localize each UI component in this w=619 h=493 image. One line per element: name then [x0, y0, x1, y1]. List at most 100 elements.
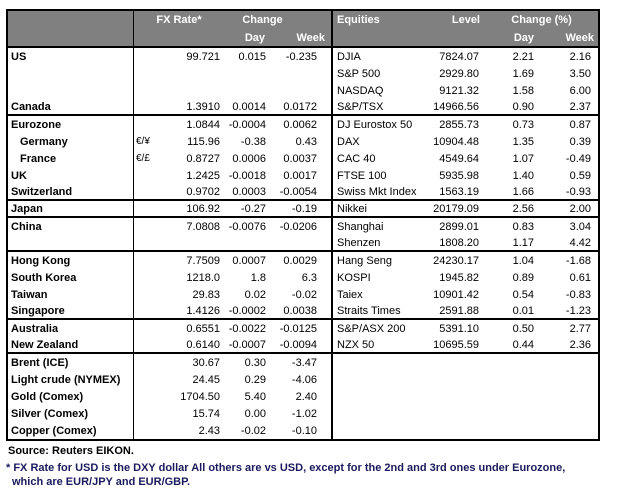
fx-week-change-cell: -0.235 — [285, 50, 317, 63]
fx-day-change-cell: -0.38 — [240, 135, 266, 148]
equity-week-change-cell: 4.42 — [569, 236, 591, 249]
currency-pair-cell — [134, 252, 162, 269]
equity-level-cell: 10695.59 — [433, 338, 479, 351]
fx-rate-cell: 7.0808 — [186, 220, 220, 233]
fx-rate-cell: 106.92 — [186, 202, 220, 215]
equity-level-cell: 10901.42 — [433, 288, 479, 301]
currency-pair-cell — [134, 320, 162, 337]
table-row: Canada 1.3910 0.0014 0.0172 S&P/TSX 1496… — [8, 99, 598, 116]
currency-pair-cell — [134, 201, 162, 216]
fx-rate-header-spacer — [134, 29, 224, 46]
equity-level-cell: 5935.98 — [439, 169, 479, 182]
fx-week-change-cell: 2.40 — [295, 390, 317, 403]
fx-week-change-cell — [270, 82, 331, 99]
fx-week-change-cell: 6.3 — [301, 271, 317, 284]
fx-week-change-cell: 0.0172 — [283, 100, 317, 113]
country-header-spacer — [8, 29, 134, 46]
currency-pair-cell — [134, 371, 162, 388]
equity-index-cell — [331, 422, 427, 439]
fx-rate-cell: 30.67 — [192, 356, 220, 369]
fx-rate-cell — [162, 82, 224, 99]
equity-week-change-cell — [537, 354, 598, 371]
country-cell: Taiwan — [8, 286, 134, 303]
equity-index-cell: S&P/TSX — [331, 99, 427, 114]
fx-day-change-cell: 0.30 — [244, 356, 266, 369]
fx-day-change-cell: 0.02 — [244, 288, 266, 301]
equity-day-change-cell: 1.66 — [512, 185, 534, 198]
equity-level-cell — [427, 371, 485, 388]
table-row: New Zealand 0.6140 -0.0007 -0.0094 NZX 5… — [8, 337, 598, 354]
fx-week-change-cell: -0.0054 — [279, 185, 317, 198]
equity-level-cell — [427, 422, 485, 439]
fx-day-change-cell: 0.0006 — [232, 152, 266, 165]
equity-index-cell: Shanghai — [331, 218, 427, 235]
equity-week-change-cell: 0.39 — [569, 135, 591, 148]
equity-week-change-cell: 2.36 — [569, 338, 591, 351]
equity-level-cell: 1808.20 — [439, 236, 479, 249]
equity-day-change-cell: 1.17 — [512, 236, 534, 249]
fx-day-change-cell: 0.0007 — [232, 254, 266, 267]
fx-rate-cell: 99.721 — [186, 50, 220, 63]
equity-index-cell: NZX 50 — [331, 337, 427, 352]
fx-rate-cell: 2.43 — [198, 424, 220, 437]
equity-day-change-cell: 1.35 — [512, 135, 534, 148]
country-cell: Eurozone — [8, 116, 134, 133]
equity-day-change-cell — [485, 405, 537, 422]
country-cell: New Zealand — [8, 337, 134, 352]
fx-day-change-cell: -0.0076 — [228, 220, 266, 233]
equity-index-cell: KOSPI — [331, 269, 427, 286]
fx-week-change-cell: -0.10 — [291, 424, 317, 437]
equity-level-cell: 20179.09 — [433, 202, 479, 215]
equity-level-cell: 2929.80 — [439, 67, 479, 80]
fx-week-change-cell: -0.0094 — [279, 338, 317, 351]
fx-rate-cell: 0.8727 — [186, 152, 220, 165]
currency-pair-cell — [134, 354, 162, 371]
currency-pair-cell — [134, 99, 162, 114]
equity-day-change-cell — [485, 371, 537, 388]
equity-index-cell: FTSE 100 — [331, 167, 427, 184]
table-row: France €/£ 0.8727 0.0006 0.0037 CAC 40 4… — [8, 150, 598, 167]
equities-header-spacer — [331, 29, 427, 46]
currency-pair-cell — [134, 405, 162, 422]
equity-level-cell: 2855.73 — [439, 118, 479, 131]
fx-week-change-cell: -0.02 — [291, 288, 317, 301]
fx-rate-cell: 1.4126 — [186, 304, 220, 317]
equity-day-change-cell — [485, 354, 537, 371]
fx-footnote: * FX Rate for USD is the DXY dollar All … — [6, 461, 618, 489]
fx-day-header: Day — [244, 31, 265, 44]
table-row: Australia 0.6551 -0.0022 -0.0125 S&P/ASX… — [8, 320, 598, 337]
table-row: Shenzen 1808.20 1.17 4.42 — [8, 235, 598, 252]
fx-rate-cell: 7.7509 — [186, 254, 220, 267]
country-cell: Copper (Comex) — [8, 422, 134, 439]
equity-day-change-cell: 2.21 — [512, 50, 534, 63]
country-cell — [8, 65, 134, 82]
table-body: US 99.721 0.015 -0.235 DJIA 7824.07 2.21… — [8, 48, 598, 439]
fx-week-change-cell: 0.0037 — [283, 152, 317, 165]
fx-rate-cell: 0.9702 — [186, 185, 220, 198]
equity-week-change-cell: -0.83 — [565, 288, 591, 301]
equity-week-change-cell: 0.87 — [569, 118, 591, 131]
equities-week-header: Week — [565, 31, 594, 44]
country-cell: Switzerland — [8, 184, 134, 199]
equity-week-change-cell: -0.93 — [565, 185, 591, 198]
equity-level-cell: 9121.32 — [439, 84, 479, 97]
level-header: Level — [451, 14, 480, 26]
fx-day-change-cell: 5.40 — [244, 390, 266, 403]
currency-pair-cell — [134, 235, 162, 250]
country-cell: Japan — [8, 201, 134, 216]
country-cell: Australia — [8, 320, 134, 337]
currency-pair-cell — [134, 303, 162, 318]
country-cell: South Korea — [8, 269, 134, 286]
fx-day-change-cell — [224, 82, 270, 99]
equity-week-change-cell — [537, 371, 598, 388]
table-row: Taiwan 29.83 0.02 -0.02 Taiex 10901.42 0… — [8, 286, 598, 303]
equity-index-cell — [331, 405, 427, 422]
equity-week-change-cell: 0.59 — [569, 169, 591, 182]
country-cell: Germany — [8, 133, 134, 150]
equities-change-header: Change (%) — [511, 14, 572, 26]
country-cell: Silver (Comex) — [8, 405, 134, 422]
fx-week-change-cell: -0.0125 — [279, 322, 317, 335]
equity-day-change-cell: 0.89 — [512, 271, 534, 284]
fx-rate-cell: 1.2425 — [186, 169, 220, 182]
fx-rate-cell: 1218.0 — [186, 271, 220, 284]
